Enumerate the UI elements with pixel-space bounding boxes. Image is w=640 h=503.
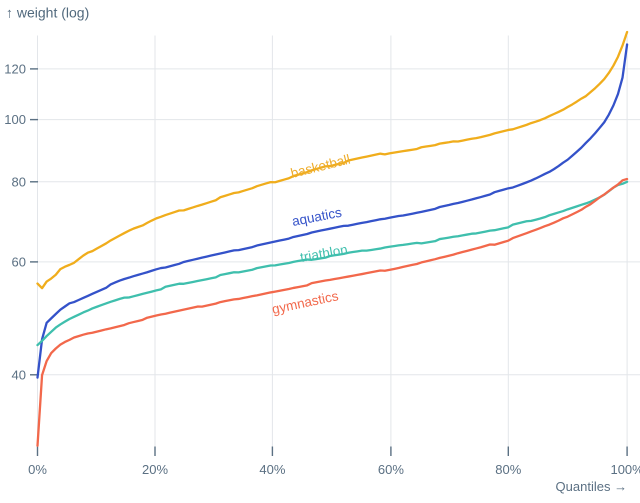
- svg-text:Quantiles →: Quantiles →: [556, 479, 628, 494]
- svg-text:80: 80: [12, 174, 26, 189]
- svg-text:100%: 100%: [610, 462, 640, 477]
- svg-text:gymnastics: gymnastics: [271, 288, 340, 317]
- svg-text:100: 100: [4, 112, 26, 127]
- svg-text:↑ weight (log): ↑ weight (log): [6, 5, 89, 21]
- svg-text:40: 40: [12, 367, 26, 382]
- svg-text:40%: 40%: [259, 462, 285, 477]
- svg-text:basketball: basketball: [289, 152, 352, 181]
- svg-text:aquatics: aquatics: [291, 205, 343, 229]
- svg-text:80%: 80%: [495, 462, 521, 477]
- svg-text:60%: 60%: [378, 462, 404, 477]
- svg-text:20%: 20%: [142, 462, 168, 477]
- svg-text:120: 120: [4, 62, 26, 77]
- svg-text:60: 60: [12, 254, 26, 269]
- svg-text:0%: 0%: [28, 462, 47, 477]
